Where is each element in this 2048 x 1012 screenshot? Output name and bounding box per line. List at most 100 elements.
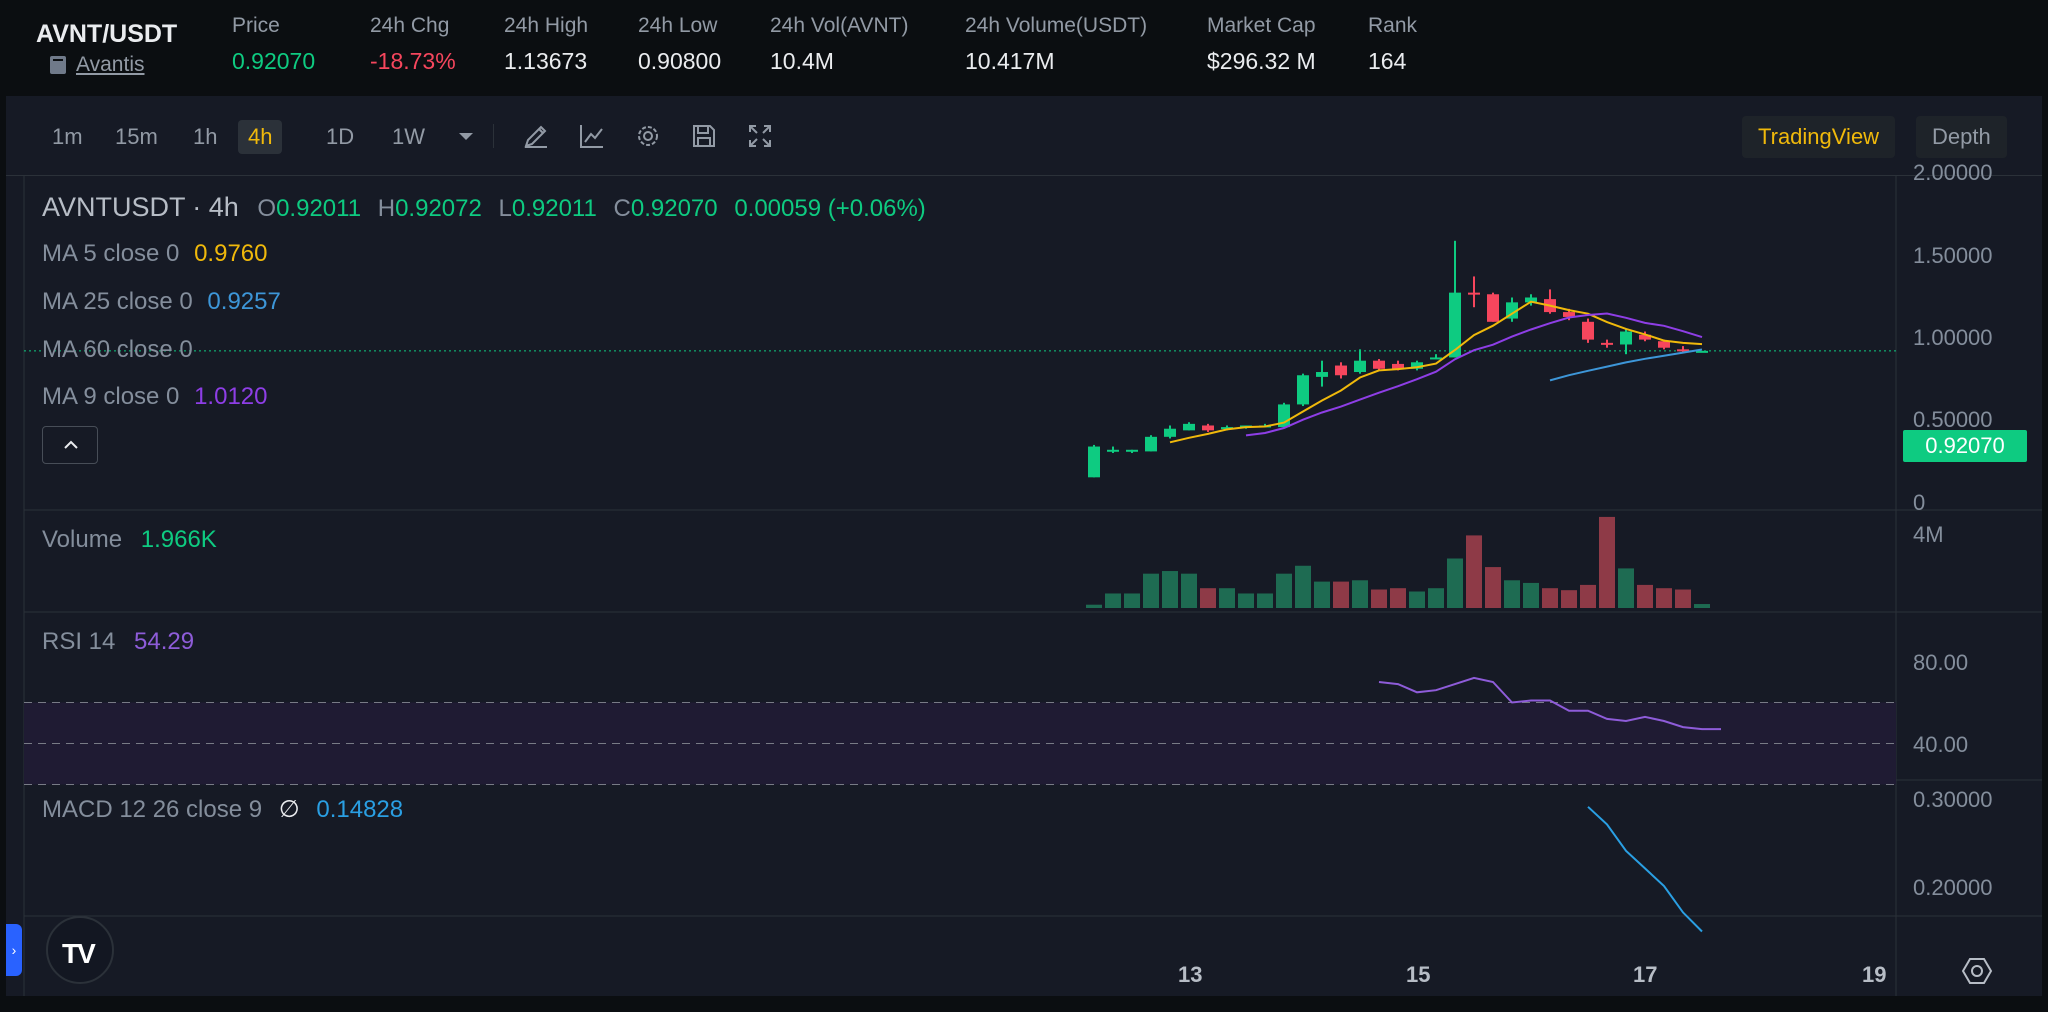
stat-market-cap: Market Cap $296.32 M <box>1207 14 1316 75</box>
ma-name: MA 25 close 0 <box>42 288 193 315</box>
ticker-header: AVNT/USDT Avantis Price 0.92070 24h Chg … <box>0 0 2048 90</box>
chart-settings-icon[interactable] <box>1960 954 1994 988</box>
tradingview-button[interactable]: TradingView <box>1742 116 1896 158</box>
candle-body <box>1582 321 1594 340</box>
volume-bar <box>1523 582 1539 608</box>
ma25-line <box>1549 348 1703 382</box>
macd-tick: 0.30000 <box>1913 787 1993 812</box>
volume-bar <box>1086 604 1102 608</box>
interval-15m[interactable]: 15m <box>115 124 158 149</box>
project-name[interactable]: Avantis <box>76 53 145 76</box>
interval-1m[interactable]: 1m <box>52 124 83 149</box>
candle-body <box>1620 331 1632 345</box>
tradingview-logo[interactable]: TV <box>46 916 114 984</box>
macd-null-icon[interactable]: ∅ <box>278 796 300 823</box>
macd-legend: MACD 12 26 close 9 ∅ 0.14828 <box>42 795 403 824</box>
rsi-value: 54.29 <box>134 628 195 655</box>
ma-name: MA 60 close 0 <box>42 336 193 363</box>
stat-value: 1.13673 <box>504 48 588 74</box>
interval-1w[interactable]: 1W <box>392 124 425 149</box>
stat-value: 0.90800 <box>638 48 722 74</box>
stat-label: Market Cap <box>1207 14 1316 37</box>
low-value: 0.92011 <box>511 195 597 222</box>
volume-bar <box>1580 584 1596 608</box>
volume-bar <box>1143 573 1159 608</box>
candle-body <box>1088 446 1100 478</box>
candle-body <box>1563 312 1575 317</box>
sidebar-expand-handle[interactable]: › <box>6 924 22 976</box>
pair-title[interactable]: AVNT/USDT <box>36 20 178 48</box>
chevron-down-icon[interactable] <box>450 120 482 152</box>
interval-4h[interactable]: 4h <box>238 120 283 154</box>
ma9-line <box>1245 312 1703 437</box>
volume-bar <box>1352 580 1368 608</box>
close-value: 0.92070 <box>630 195 718 222</box>
price-tick: 1.50000 <box>1913 243 1993 268</box>
candle-body <box>1411 362 1423 369</box>
book-icon <box>50 56 66 74</box>
stat-label: Rank <box>1368 14 1418 37</box>
chevron-up-icon <box>64 440 78 449</box>
pencil-icon[interactable] <box>520 120 552 152</box>
ma-value: 1.0120 <box>194 383 268 410</box>
fullscreen-icon[interactable] <box>744 120 776 152</box>
volume-bar <box>1219 588 1235 608</box>
candle-body <box>1430 357 1442 360</box>
open-label: O <box>257 195 277 222</box>
volume-bar <box>1694 604 1710 608</box>
chart-canvas[interactable] <box>6 176 2042 996</box>
ma5-legend: MA 5 close 0 0.9760 <box>42 240 267 268</box>
stat-24h-vol-quote: 24h Volume(USDT) 10.417M <box>965 14 1147 75</box>
ma60-legend: MA 60 close 0 <box>42 336 201 364</box>
volume-bar <box>1504 580 1520 608</box>
volume-bar <box>1485 567 1501 608</box>
stat-label: 24h Volume(USDT) <box>965 14 1148 37</box>
ma5-line <box>1169 300 1703 444</box>
interval-label: 4h <box>208 192 239 222</box>
time-tick: 19 <box>1862 962 1887 987</box>
collapse-legend-button[interactable] <box>42 426 98 464</box>
last-price-tag: 0.92070 <box>1903 430 2027 462</box>
indicator-icon[interactable] <box>576 120 608 152</box>
volume-bar <box>1124 593 1140 608</box>
candle-body <box>1696 350 1708 353</box>
stat-24h-change: 24h Chg -18.73% <box>370 14 456 75</box>
depth-button[interactable]: Depth <box>1916 116 2007 158</box>
interval-separator: · <box>192 192 209 222</box>
stat-label: 24h Low <box>638 14 718 37</box>
chart-panel: 1m 15m 1h 4h 1D 1W TradingView Depth AVN… <box>6 96 2042 996</box>
candle-body <box>1392 363 1404 369</box>
candle-body <box>1449 292 1461 358</box>
candle-body <box>1487 294 1499 322</box>
gear-icon[interactable] <box>632 120 664 152</box>
stat-value: 10.417M <box>965 48 1055 74</box>
stat-value: -18.73% <box>370 48 456 74</box>
candle-body <box>1126 449 1138 452</box>
change-value: 0.00059 (+0.06%) <box>734 195 926 222</box>
candle-body <box>1107 449 1119 452</box>
price-tick: 0 <box>1913 490 1926 515</box>
volume-bar <box>1656 588 1672 608</box>
volume-bar <box>1637 584 1653 608</box>
low-label: L <box>498 195 512 222</box>
ma-name: MA 5 close 0 <box>42 240 180 267</box>
interval-1d[interactable]: 1D <box>326 124 355 149</box>
interval-1h[interactable]: 1h <box>193 124 218 149</box>
ma-value: 0.9257 <box>207 288 281 315</box>
candle-body <box>1335 365 1347 376</box>
candle-body <box>1316 372 1328 377</box>
volume-bar <box>1200 588 1216 608</box>
volume-bar <box>1599 516 1615 608</box>
save-icon[interactable] <box>688 120 720 152</box>
project-link[interactable]: Avantis <box>50 53 145 77</box>
volume-bar <box>1105 593 1121 608</box>
volume-bar <box>1542 588 1558 608</box>
candle-body <box>1183 423 1195 431</box>
candle-body <box>1468 292 1480 295</box>
volume-bar <box>1447 558 1463 608</box>
close-label: C <box>613 195 631 222</box>
stat-label: 24h High <box>504 14 589 37</box>
candle-body <box>1221 427 1233 430</box>
stat-label: Price <box>232 14 280 37</box>
volume-bar <box>1466 535 1482 608</box>
